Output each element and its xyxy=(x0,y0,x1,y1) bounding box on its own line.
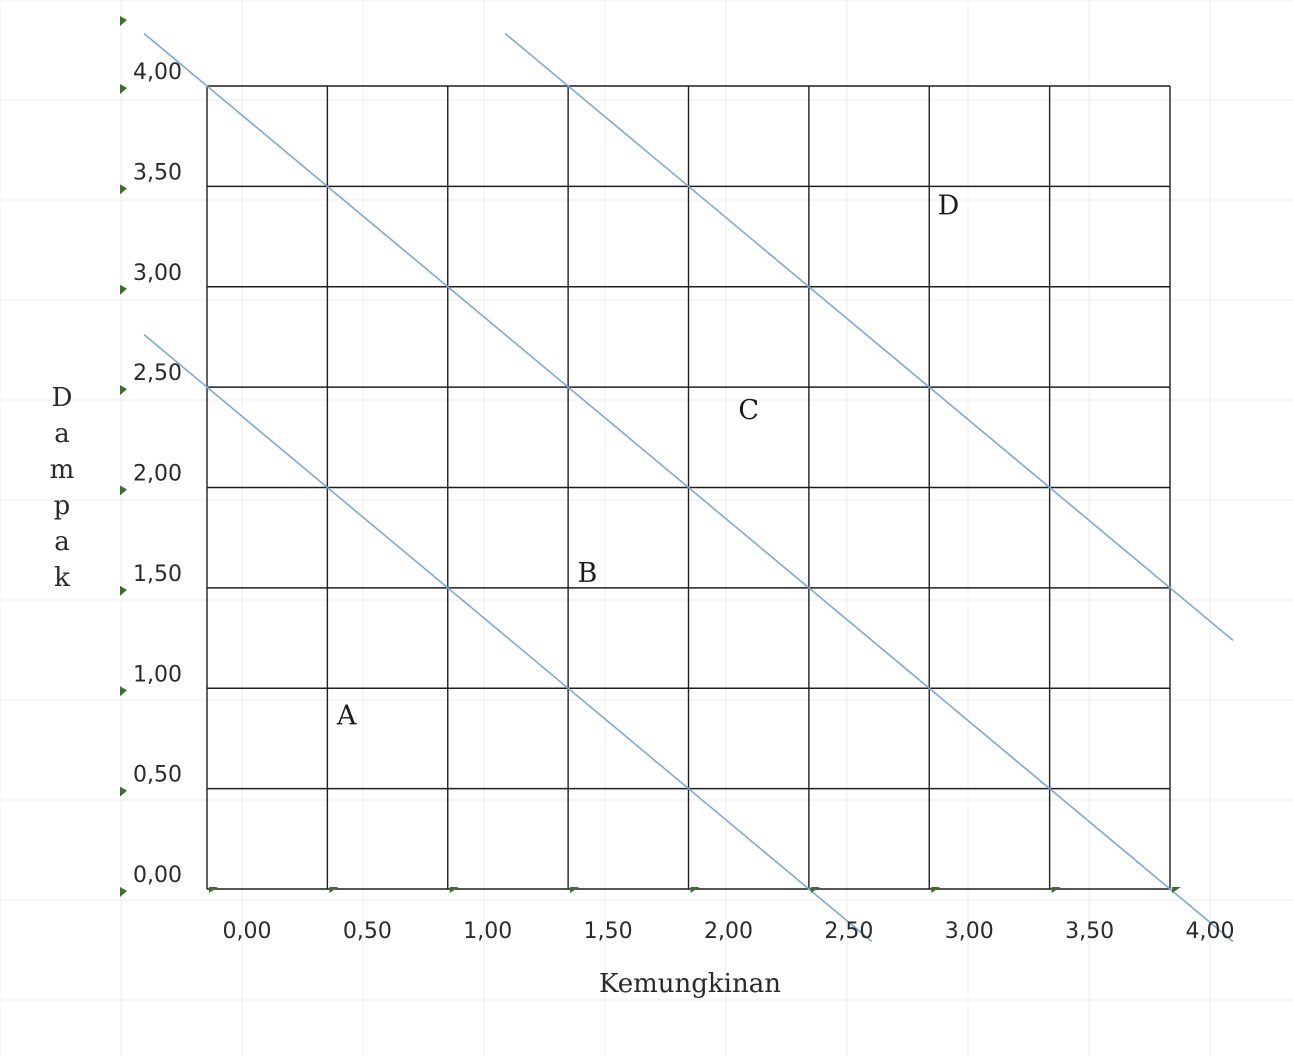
x-tick-marker xyxy=(329,887,339,893)
y-axis-ticks: 0,00 0,50 1,00 1,50 2,00 2,50 3,00 3,50 4,00 xyxy=(133,60,182,888)
x-tick-label: 0,50 xyxy=(343,919,392,944)
y-tick-label: 2,00 xyxy=(133,462,182,487)
x-tick-marker xyxy=(209,887,218,893)
y-tick-marker xyxy=(120,385,127,396)
y-tick-marker xyxy=(120,686,127,697)
y-tick-label: 0,50 xyxy=(133,763,182,788)
boundary-line-1 xyxy=(143,333,873,943)
boundary-line-3 xyxy=(504,32,1234,642)
zone-label-b: B xyxy=(577,558,597,589)
y-tick-marker-top xyxy=(120,16,127,26)
y-tick-label: 0,00 xyxy=(133,863,182,888)
x-tick-marker xyxy=(1172,887,1181,893)
tick-markers xyxy=(120,16,1181,897)
zone-label-c: C xyxy=(738,395,759,426)
zone-labels: A B C D xyxy=(336,190,959,731)
y-tick-marker xyxy=(120,284,127,295)
x-tick-label: 2,00 xyxy=(704,919,753,944)
x-axis-ticks: 0,00 0,50 1,00 1,50 2,00 2,50 3,00 3,50 4,00 xyxy=(223,919,1235,944)
x-axis-title: Kemungkinan xyxy=(599,969,781,999)
y-tick-label: 2,50 xyxy=(133,361,182,386)
boundary-line-2 xyxy=(143,32,1234,943)
zone-label-d: D xyxy=(938,190,960,221)
y-axis-title-letter: p xyxy=(54,491,71,521)
zone-label-a: A xyxy=(336,700,357,731)
y-axis-title-letter: a xyxy=(54,419,70,449)
y-axis-title-letter: D xyxy=(52,383,73,413)
y-tick-marker xyxy=(120,485,127,496)
x-tick-marker xyxy=(690,887,700,893)
y-tick-marker xyxy=(120,184,127,195)
x-tick-marker xyxy=(449,887,459,893)
y-tick-label: 3,50 xyxy=(133,160,182,185)
y-tick-label: 1,50 xyxy=(133,562,182,587)
y-axis-title-letter: m xyxy=(50,455,75,485)
y-tick-marker xyxy=(120,887,127,897)
x-tick-label: 0,00 xyxy=(223,919,272,944)
x-tick-label: 3,50 xyxy=(1065,919,1114,944)
y-tick-marker xyxy=(120,84,127,94)
x-tick-label: 2,50 xyxy=(824,919,873,944)
x-tick-label: 1,50 xyxy=(584,919,633,944)
y-tick-marker xyxy=(120,585,127,596)
y-tick-label: 3,00 xyxy=(133,261,182,286)
y-axis-title-letter: a xyxy=(54,527,70,557)
x-tick-marker xyxy=(810,887,820,893)
x-tick-label: 4,00 xyxy=(1186,919,1235,944)
x-tick-label: 3,00 xyxy=(945,919,994,944)
risk-boundary-lines xyxy=(143,32,1234,943)
x-tick-marker xyxy=(1051,887,1061,893)
y-axis-title-letter: k xyxy=(54,563,70,593)
y-tick-label: 4,00 xyxy=(133,60,182,85)
x-tick-label: 1,00 xyxy=(463,919,512,944)
y-tick-marker xyxy=(120,786,127,797)
x-tick-marker xyxy=(931,887,941,893)
x-tick-marker xyxy=(570,887,580,893)
y-tick-label: 1,00 xyxy=(133,662,182,687)
